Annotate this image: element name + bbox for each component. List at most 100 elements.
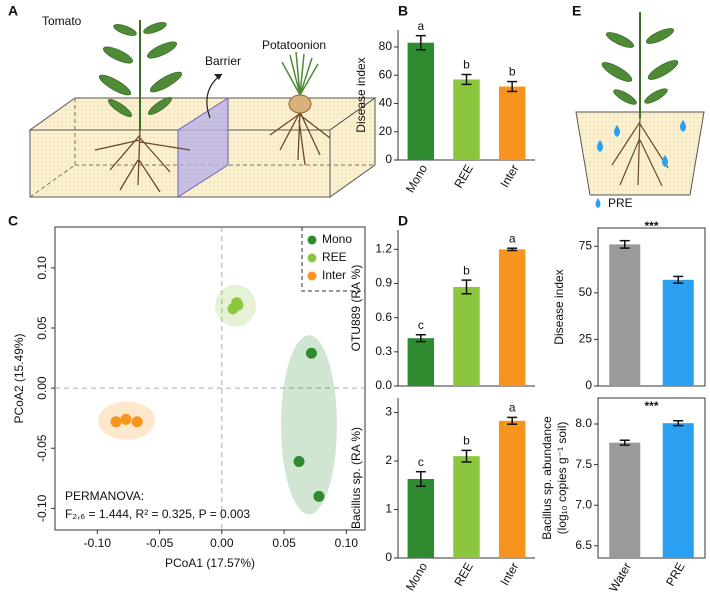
x-tick-label: PRE <box>663 560 687 588</box>
legend-marker <box>307 253 317 263</box>
y-tick-label: 1.2 <box>375 242 392 256</box>
bar <box>453 79 480 160</box>
legend-frame <box>301 227 365 292</box>
x-tick-label: Inter <box>497 560 521 588</box>
y-tick-label: 7.5 <box>575 457 592 471</box>
x-tick-label: 0.05 <box>272 536 296 550</box>
bar <box>453 286 480 386</box>
x-tick-label: REE <box>451 560 475 588</box>
y-tick-label: 1 <box>385 502 392 516</box>
error-bar <box>673 419 684 427</box>
bar <box>609 442 641 558</box>
y-tick-label: 40 <box>379 96 393 110</box>
illustration-label: Tomato <box>42 14 82 28</box>
y-tick-label: 0.3 <box>375 344 392 358</box>
panel-label: E <box>572 3 581 19</box>
y-tick-label: -0.05 <box>35 434 49 462</box>
annotation: PERMANOVA: <box>65 489 144 503</box>
y-axis-label: OTU889 (RA %) <box>349 265 363 352</box>
x-tick-label: 0.10 <box>335 536 359 550</box>
significance-letter: c <box>418 318 424 332</box>
x-tick-label: -0.05 <box>146 536 174 550</box>
y-tick-label: 25 <box>579 332 593 346</box>
plot-frame <box>54 226 366 531</box>
y-tick-label: 0.9 <box>375 276 392 290</box>
x-tick-label: Water <box>606 560 634 594</box>
y-tick-label: 60 <box>379 67 393 81</box>
illustration-a <box>28 20 377 198</box>
legend-marker <box>307 235 317 245</box>
y-tick-label: 2 <box>385 453 392 467</box>
error-bar <box>507 80 518 93</box>
y-tick-label: -0.10 <box>35 494 49 522</box>
y-axis-label: Bacillus sp. abundance <box>540 416 554 540</box>
x-tick-label: Mono <box>403 560 430 593</box>
y-tick-label: 0 <box>585 378 592 392</box>
significance-letter: b <box>463 58 470 72</box>
error-bar <box>461 73 472 86</box>
bar <box>407 478 435 558</box>
bar <box>498 249 526 386</box>
y-tick-label: 0 <box>385 550 392 564</box>
plot-frame <box>597 397 706 559</box>
y-tick-label: 6.5 <box>575 538 592 552</box>
significance: *** <box>644 399 658 413</box>
error-bar <box>507 247 518 252</box>
y-axis-label: Disease index <box>552 269 566 344</box>
error-bar <box>619 239 630 249</box>
point <box>313 490 325 502</box>
y-tick-label: 0 <box>385 152 392 166</box>
significance: *** <box>644 219 658 233</box>
legend-label: REE <box>322 250 347 264</box>
point <box>293 455 305 467</box>
y-tick-label: 75 <box>579 238 593 252</box>
group-hull <box>281 335 337 515</box>
error-bar <box>461 279 472 295</box>
y-tick-label: 0.10 <box>35 256 49 280</box>
illustration-label: Potatoonion <box>262 38 326 52</box>
point <box>305 347 317 359</box>
annotation: F₂,₆ = 1.444, R² = 0.325, P = 0.003 <box>65 507 250 521</box>
x-tick-label: REE <box>451 162 475 190</box>
y-tick-label: 50 <box>579 285 593 299</box>
bar <box>407 42 435 160</box>
bar <box>407 338 435 386</box>
y-tick-label: 0.0 <box>375 378 392 392</box>
error-bar <box>415 334 426 343</box>
bar <box>498 420 526 558</box>
point <box>232 299 244 311</box>
significance-letter: c <box>418 455 424 469</box>
legend-label: PRE <box>608 196 633 210</box>
point <box>120 413 132 425</box>
significance-letter: b <box>463 263 470 277</box>
bar <box>662 279 694 386</box>
bar <box>609 244 641 386</box>
x-tick-label: 0.00 <box>210 536 234 550</box>
error-bar <box>619 439 630 446</box>
y-axis-label: (log₁₀ copies g⁻¹ soil) <box>555 422 569 535</box>
panel-label: C <box>8 213 18 229</box>
x-axis-label: PCoA1 (17.57%) <box>165 556 255 570</box>
error-bar <box>461 449 472 463</box>
legend-label: Inter <box>322 268 346 282</box>
y-axis-label: Disease index <box>354 57 368 132</box>
y-tick-label: 3 <box>385 405 392 419</box>
legend-label: Mono <box>322 232 352 246</box>
y-tick-label: 80 <box>379 39 393 53</box>
significance-letter: b <box>463 434 470 448</box>
bar <box>453 456 480 558</box>
x-tick-label: Inter <box>497 162 521 190</box>
significance-letter: a <box>417 19 424 33</box>
y-tick-label: 0.6 <box>375 310 392 324</box>
panel-label: B <box>398 3 408 19</box>
y-tick-label: 20 <box>379 124 393 138</box>
error-bar <box>673 275 684 284</box>
error-bar <box>415 34 426 51</box>
significance-letter: a <box>509 231 516 245</box>
significance-letter: b <box>509 65 516 79</box>
point <box>131 416 143 428</box>
y-tick-label: 8.0 <box>575 416 592 430</box>
y-tick-label: 0.00 <box>35 376 49 400</box>
error-bar <box>507 416 518 425</box>
bar <box>498 86 526 160</box>
